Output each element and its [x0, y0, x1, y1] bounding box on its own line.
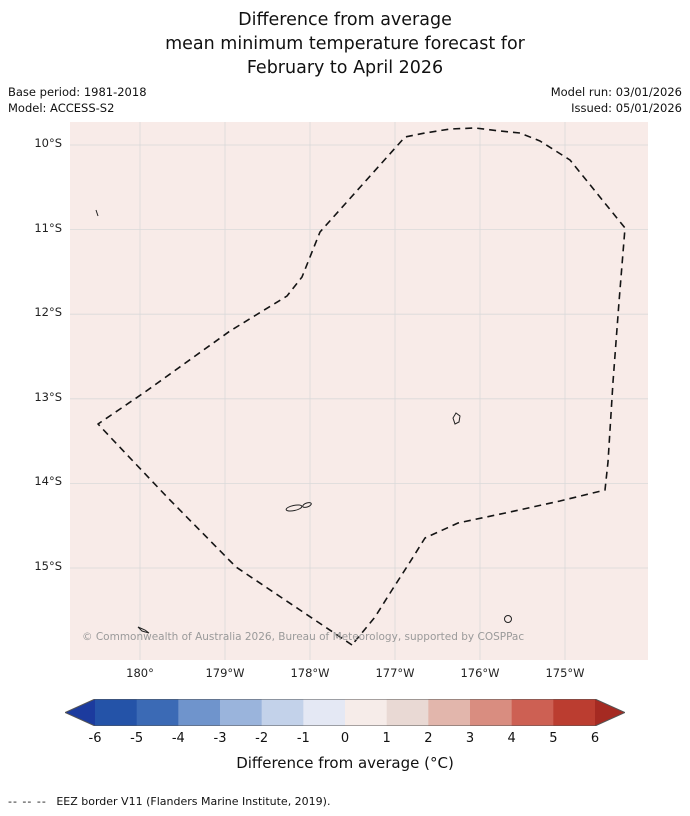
- colorbar-tick-label: -6: [88, 731, 102, 746]
- x-tick-label: 176°W: [460, 666, 500, 680]
- colorbar-segment: [428, 699, 471, 726]
- x-tick-label: 180°: [126, 666, 154, 680]
- map-plot-area: [70, 122, 648, 660]
- colorbar-segment: [553, 699, 596, 726]
- wallis-island: [452, 412, 461, 425]
- x-tick-label: 179°W: [205, 666, 245, 680]
- colorbar-tick-label: -2: [255, 731, 269, 746]
- model-text: Model: ACCESS-S2: [8, 101, 115, 115]
- base-period-text: Base period: 1981-2018: [8, 85, 147, 99]
- colorbar-left-arrow: [65, 699, 95, 726]
- eez-dash-legend-sample: -- -- --: [8, 795, 47, 808]
- y-tick-label: 11°S: [34, 220, 62, 235]
- colorbar: [65, 699, 625, 726]
- eez-border-line: [97, 127, 626, 646]
- issued-text: Issued: 05/01/2026: [571, 101, 682, 115]
- colorbar-segment: [95, 699, 138, 726]
- title-line-3: February to April 2026: [246, 58, 444, 78]
- x-tick-label: 178°W: [290, 666, 330, 680]
- colorbar-tick-label: 2: [424, 731, 433, 746]
- x-tick-label: 177°W: [375, 666, 415, 680]
- legend-footer: -- -- -- EEZ border V11 (Flanders Marine…: [8, 795, 330, 808]
- page-title: Difference from average mean minimum tem…: [0, 8, 690, 80]
- model-run-text: Model run: 03/01/2026: [550, 85, 682, 99]
- map-svg: [70, 122, 648, 660]
- y-tick-label: 14°S: [34, 474, 62, 489]
- colorbar-segment: [345, 699, 388, 726]
- colorbar-tick-label: 0: [340, 731, 350, 746]
- metadata-right: Model run: 03/01/2026 Issued: 05/01/2026: [551, 84, 682, 116]
- colorbar-tick-label: 5: [549, 731, 558, 746]
- colorbar-tick-label: 4: [507, 731, 516, 746]
- y-tick-label: 10°S: [34, 136, 62, 150]
- colorbar-segment: [303, 699, 346, 726]
- y-tick-label: 12°S: [34, 305, 62, 320]
- tiny-mark: [95, 209, 99, 217]
- title-line-1: Difference from average: [238, 10, 452, 30]
- colorbar-label: Difference from average (°C): [236, 754, 454, 772]
- metadata-left: Base period: 1981-2018 Model: ACCESS-S2: [8, 84, 147, 116]
- colorbar-segment: [470, 699, 513, 726]
- alofi-island: [302, 502, 312, 508]
- colorbar-tick-label: -5: [130, 731, 144, 746]
- colorbar-segment: [386, 699, 429, 726]
- x-tick-label: 175°W: [545, 666, 585, 680]
- colorbar-segment: [220, 699, 263, 726]
- colorbar-tick-label: -4: [171, 731, 185, 746]
- colorbar-tick-label: 6: [590, 731, 600, 746]
- y-tick-label: 15°S: [34, 559, 62, 573]
- futuna-island: [285, 504, 303, 512]
- colorbar-right-arrow: [595, 699, 625, 726]
- copyright-text: © Commonwealth of Australia 2026, Bureau…: [82, 631, 525, 643]
- title-line-2: mean minimum temperature forecast for: [165, 34, 525, 54]
- colorbar-segment: [261, 699, 304, 726]
- atoll-island: [504, 615, 512, 623]
- eez-legend-text: EEZ border V11 (Flanders Marine Institut…: [56, 795, 331, 808]
- colorbar-tick-label: -3: [213, 731, 227, 746]
- colorbar-tick-label: 3: [465, 731, 475, 746]
- colorbar-tick-label: 1: [382, 731, 391, 746]
- colorbar-segment: [178, 699, 221, 726]
- map-background: [70, 122, 648, 660]
- colorbar-tick-label: -1: [296, 731, 310, 746]
- small-islet: [137, 626, 150, 634]
- colorbar-segment: [511, 699, 554, 726]
- colorbar-segment: [136, 699, 179, 726]
- y-tick-label: 13°S: [34, 389, 62, 404]
- metadata-row: Base period: 1981-2018 Model: ACCESS-S2 …: [8, 84, 682, 116]
